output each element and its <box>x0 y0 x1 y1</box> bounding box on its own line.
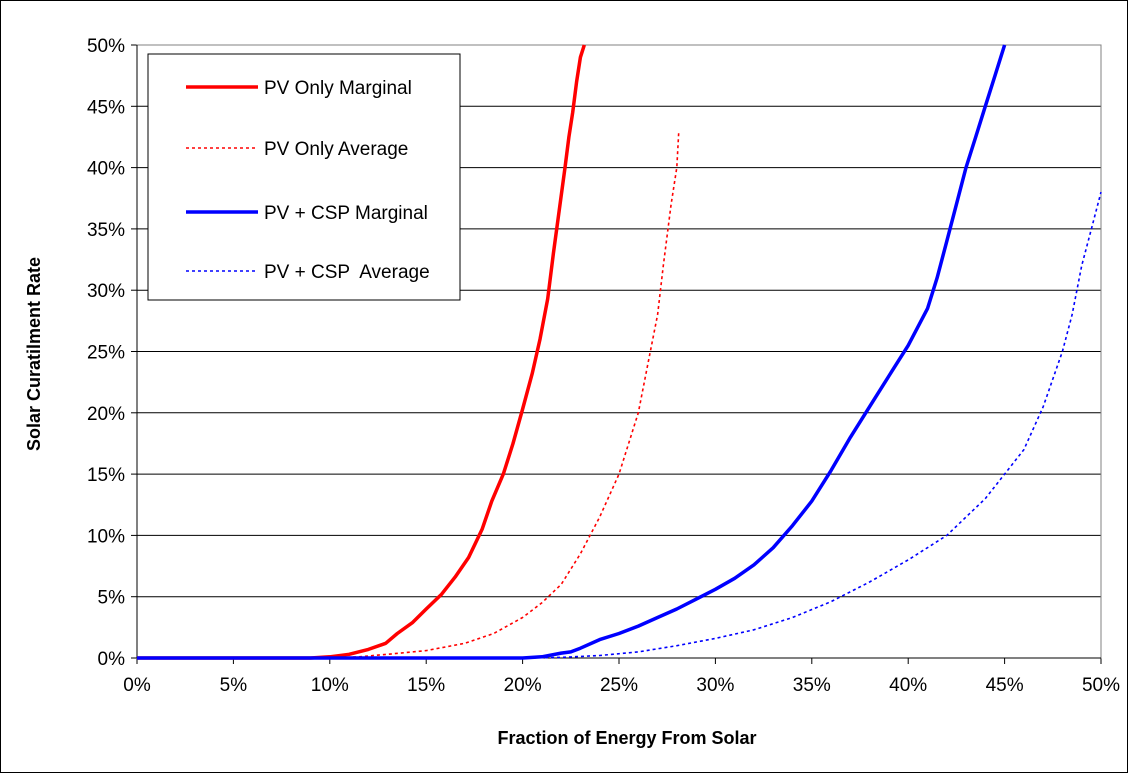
legend-label-1: PV Only Marginal <box>264 78 412 99</box>
series-line-3 <box>137 44 1007 660</box>
y-tick-label: 40% <box>87 159 125 180</box>
x-tick-label: 30% <box>696 675 734 696</box>
y-axis-title: Solar Curatilment Rate <box>24 257 44 451</box>
legend-label-2: PV Only Average <box>264 139 408 160</box>
series-lines <box>137 44 1102 660</box>
y-tick-label: 5% <box>98 588 126 609</box>
y-tick-label: 50% <box>87 36 125 57</box>
x-tick-label: 50% <box>1082 675 1120 696</box>
x-tick-label: 0% <box>123 675 151 696</box>
axes: 0% 5% 10% 15% 20% 25% 30% 35% 40% 45% 50% 0% 5% 10% 15… <box>87 36 1120 696</box>
legend-box <box>147 53 461 301</box>
x-tick-label: 25% <box>600 675 638 696</box>
y-tick-label: 35% <box>87 220 125 241</box>
x-tick-label: 45% <box>986 675 1024 696</box>
legend-label-3: PV + CSP Marginal <box>264 203 428 224</box>
x-tick-label: 15% <box>407 675 445 696</box>
x-tick-label: 35% <box>793 675 831 696</box>
y-tick-label: 10% <box>87 526 125 547</box>
y-tick-label: 45% <box>87 97 125 118</box>
series-line-4 <box>137 191 1102 659</box>
y-tick-label: 25% <box>87 343 125 364</box>
y-tick-label: 30% <box>87 281 125 302</box>
series-line-1 <box>137 44 586 660</box>
x-tick-label: 10% <box>311 675 349 696</box>
y-tick-label: 0% <box>98 649 126 670</box>
x-tick-label: 20% <box>504 675 542 696</box>
x-axis-title: Fraction of Energy From Solar <box>497 728 756 748</box>
x-tick-label: 40% <box>889 675 927 696</box>
y-tick-label: 15% <box>87 465 125 486</box>
x-tick-label: 5% <box>220 675 248 696</box>
y-tick-label: 20% <box>87 404 125 425</box>
legend-label-4: PV + CSP Average <box>264 262 430 283</box>
legend: PV Only Marginal PV Only Average PV + CSP … <box>147 53 461 301</box>
